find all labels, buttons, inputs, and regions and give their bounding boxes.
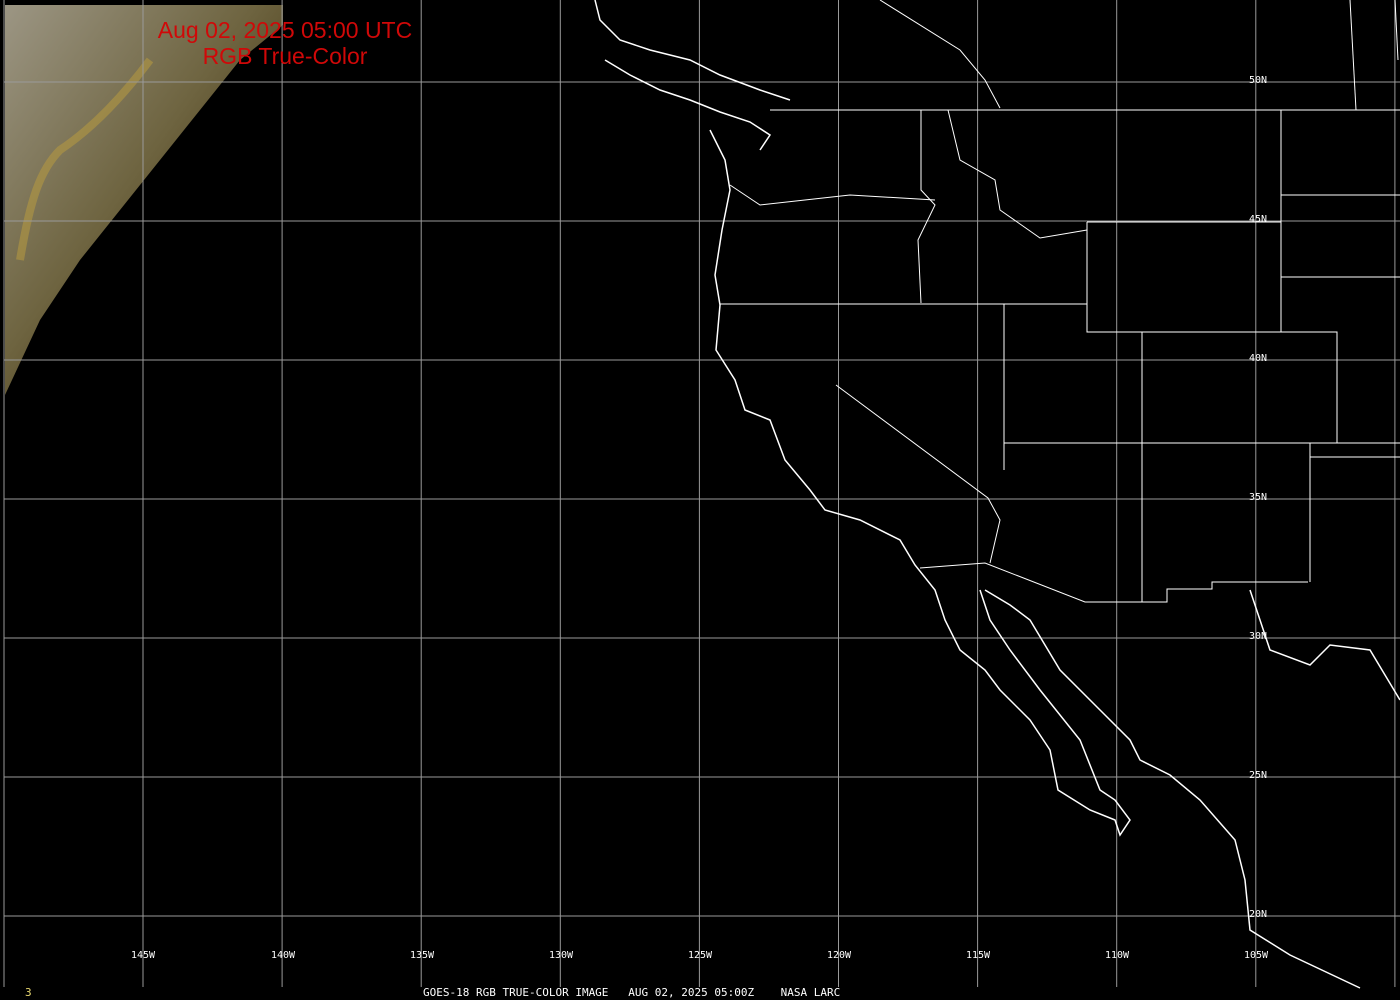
vancouver-island-coast <box>604 59 772 151</box>
lat-label: 35N <box>1249 492 1268 503</box>
satellite-imagery-region <box>5 5 283 395</box>
coastlines <box>594 0 1400 989</box>
lat-label: 25N <box>1249 770 1268 781</box>
lon-label: 105W <box>1244 950 1269 961</box>
lat-label: 45N <box>1249 214 1268 225</box>
wyoming-border <box>1086 222 1338 443</box>
pacific-coast <box>709 129 1131 837</box>
lon-label: 120W <box>827 950 852 961</box>
map-title-datetime: Aug 02, 2025 05:00 UTC <box>157 17 413 43</box>
lon-label: 125W <box>688 950 713 961</box>
idaho-west-border <box>917 110 936 304</box>
wa-or-border <box>729 184 936 206</box>
political-boundaries <box>720 0 1400 603</box>
us-mexico-border <box>919 562 1308 603</box>
lat-label: 30N <box>1249 631 1268 642</box>
gulf-coast-fragment <box>1249 589 1400 701</box>
lon-label: 110W <box>1105 950 1130 961</box>
frame-number: 3 <box>25 986 32 999</box>
map-title-product: RGB True-Color <box>202 43 368 69</box>
lat-label: 50N <box>1249 75 1268 86</box>
cloud-band <box>16 57 154 261</box>
idaho-montana-border <box>947 109 1088 239</box>
lat-label: 40N <box>1249 353 1268 364</box>
image-caption: GOES-18 RGB TRUE-COLOR IMAGE AUG 02, 202… <box>423 986 841 999</box>
lon-label: 140W <box>271 950 296 961</box>
canada-line-3 <box>1394 0 1399 61</box>
lat-label: 20N <box>1249 909 1268 920</box>
lon-label: 145W <box>131 950 156 961</box>
mexico-mainland-coast <box>984 589 1361 989</box>
lon-label: 115W <box>966 950 991 961</box>
lon-label: 135W <box>410 950 435 961</box>
bc-coast <box>594 0 791 101</box>
lon-label: 130W <box>549 950 574 961</box>
canada-line-2 <box>1349 0 1357 111</box>
ca-nv-diagonal <box>835 384 1001 564</box>
lat-lon-grid <box>4 0 1400 987</box>
canada-line-1 <box>879 0 1001 109</box>
